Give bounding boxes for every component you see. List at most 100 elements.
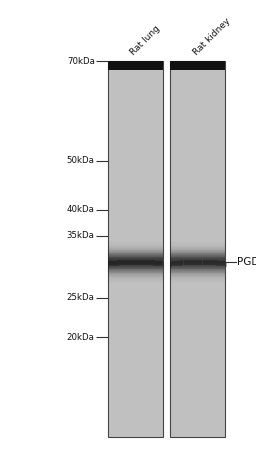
Bar (108, 265, 163, 266)
Bar (180, 260, 182, 266)
Bar (108, 244, 163, 245)
Bar (170, 275, 225, 276)
Bar (170, 259, 225, 260)
Bar (172, 261, 174, 266)
Bar (170, 242, 225, 243)
Bar (170, 252, 225, 253)
Bar (108, 271, 163, 272)
Bar (108, 277, 163, 278)
Bar (134, 260, 136, 265)
Bar (108, 251, 163, 252)
Bar (170, 268, 225, 269)
Bar (170, 251, 225, 252)
Text: Rat lung: Rat lung (129, 24, 162, 57)
Bar (170, 264, 225, 265)
Bar (136, 260, 138, 265)
Bar (108, 246, 163, 247)
Bar (176, 261, 178, 266)
Bar (108, 266, 163, 267)
Bar (170, 257, 225, 258)
Bar (108, 254, 163, 255)
Bar (170, 271, 225, 272)
Bar (170, 258, 225, 259)
Text: 35kDa: 35kDa (67, 232, 95, 241)
Bar (108, 279, 163, 280)
Bar (174, 261, 176, 266)
Bar (189, 260, 191, 265)
Bar (170, 278, 225, 279)
Bar (108, 264, 163, 265)
Bar (223, 261, 225, 266)
Bar (170, 265, 225, 266)
Bar (108, 274, 163, 275)
Bar (170, 281, 225, 282)
Bar (187, 260, 189, 265)
Bar (130, 260, 132, 265)
Bar (108, 276, 163, 277)
Bar (108, 247, 163, 248)
Text: 25kDa: 25kDa (67, 293, 95, 303)
Bar (108, 272, 163, 273)
Bar (108, 269, 163, 270)
Bar (216, 260, 218, 266)
Bar (159, 261, 161, 266)
Bar (108, 278, 163, 279)
Bar (170, 269, 225, 270)
Bar (214, 260, 216, 265)
Bar (108, 275, 163, 276)
Bar (170, 250, 225, 251)
Bar (170, 262, 225, 263)
Bar (108, 255, 163, 256)
Bar (126, 260, 128, 265)
Bar (108, 263, 163, 264)
Bar (195, 260, 197, 265)
Bar (191, 260, 193, 265)
Bar (108, 273, 163, 274)
Bar (204, 260, 206, 265)
Bar (108, 268, 163, 269)
Bar (161, 261, 163, 266)
Bar (108, 252, 163, 253)
Bar (108, 260, 163, 261)
Bar (108, 281, 163, 282)
Bar (170, 261, 225, 262)
Bar (113, 261, 115, 266)
Bar (108, 248, 163, 249)
Bar (170, 267, 225, 268)
Bar (151, 260, 153, 265)
Bar (108, 61, 163, 70)
Bar (115, 261, 117, 266)
Text: 20kDa: 20kDa (67, 333, 95, 342)
Bar (218, 261, 220, 266)
Bar (170, 61, 225, 437)
Bar (108, 250, 163, 251)
Text: 40kDa: 40kDa (67, 205, 95, 214)
Bar (170, 274, 225, 275)
Bar (108, 282, 163, 283)
Text: 50kDa: 50kDa (67, 157, 95, 166)
Bar (125, 260, 126, 265)
Bar (123, 260, 124, 265)
Bar (202, 260, 204, 265)
Bar (108, 258, 163, 259)
Bar (221, 261, 223, 266)
Bar (208, 260, 210, 265)
Bar (193, 260, 195, 265)
Bar (170, 249, 225, 250)
Bar (108, 242, 163, 243)
Bar (170, 282, 225, 283)
Bar (108, 262, 109, 267)
Bar (199, 260, 200, 265)
Text: Rat kidney: Rat kidney (191, 16, 232, 57)
Bar (149, 260, 151, 265)
Bar (225, 262, 227, 267)
Bar (170, 260, 225, 261)
Bar (170, 253, 225, 254)
Bar (108, 270, 163, 271)
Bar (111, 261, 113, 266)
Bar (108, 245, 163, 246)
Bar (108, 259, 163, 260)
Bar (145, 260, 147, 265)
Bar (170, 263, 225, 264)
Bar (184, 260, 185, 265)
